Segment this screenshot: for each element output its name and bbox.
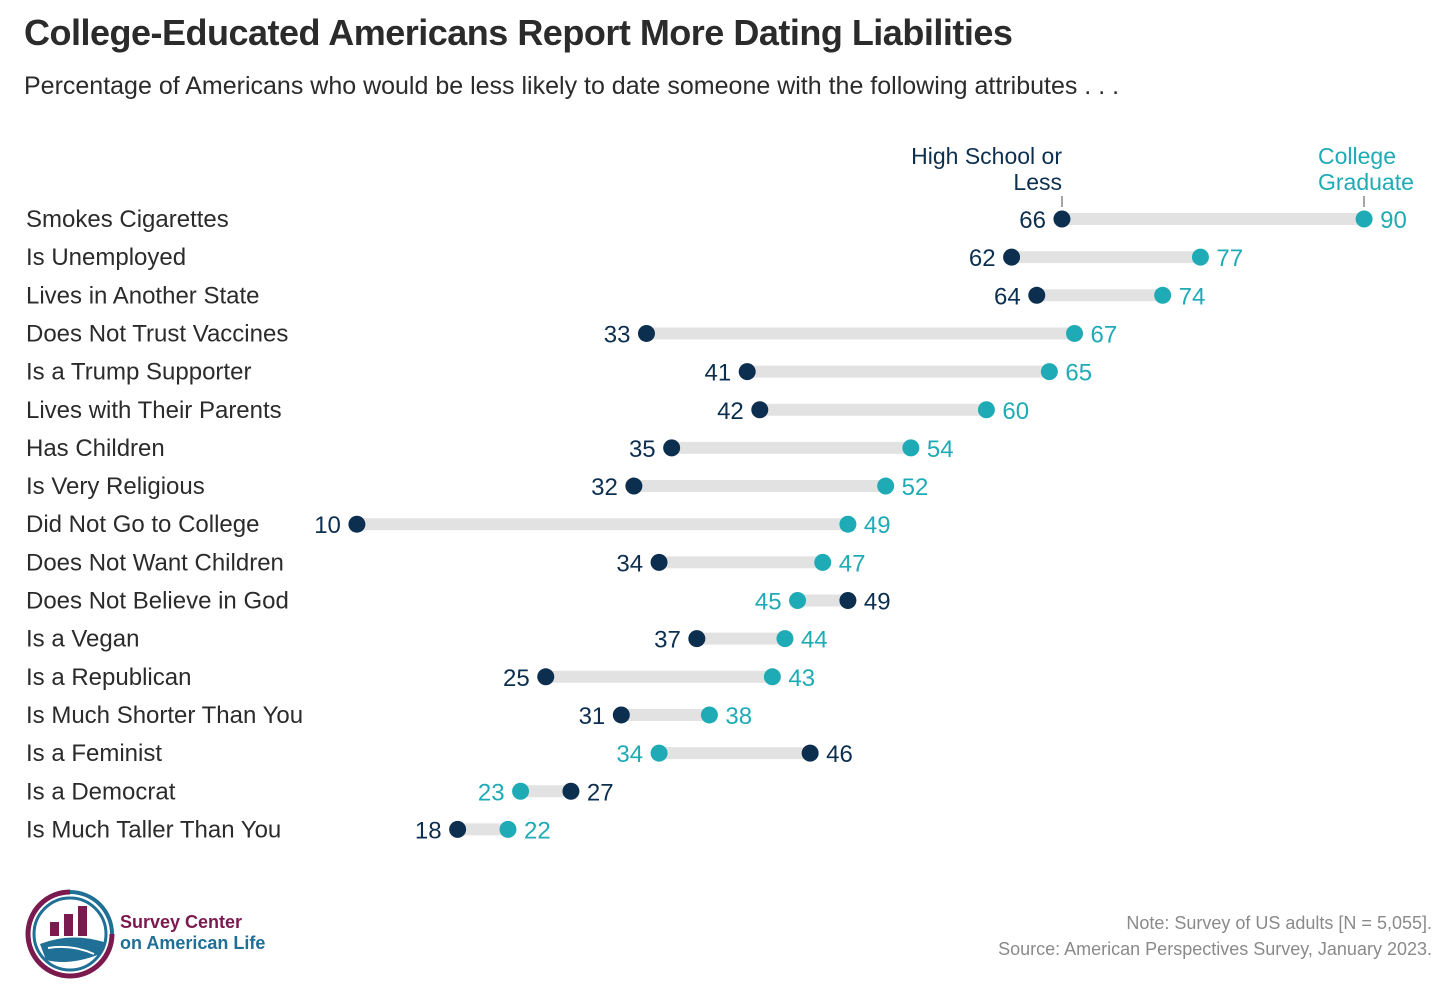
label-college: 77 — [1216, 245, 1243, 272]
category-label: Does Not Trust Vaccines — [26, 320, 288, 347]
category-label: Is Unemployed — [26, 244, 186, 271]
label-college: 45 — [755, 589, 782, 616]
label-high-school: 41 — [704, 360, 731, 387]
category-label: Is a Democrat — [26, 778, 176, 805]
label-college: 43 — [788, 665, 815, 692]
point-high-school — [688, 630, 706, 648]
point-high-school — [562, 782, 580, 800]
label-college: 54 — [927, 436, 954, 463]
point-high-school — [1028, 286, 1046, 304]
label-high-school: 49 — [864, 589, 891, 616]
point-college — [902, 439, 920, 457]
label-high-school: 62 — [969, 245, 996, 272]
point-college — [1191, 248, 1209, 266]
survey-center-logo-icon — [25, 889, 115, 979]
label-high-school: 33 — [604, 321, 631, 348]
label-high-school: 18 — [415, 817, 442, 844]
label-college: 67 — [1091, 321, 1118, 348]
point-college — [1066, 324, 1084, 342]
label-high-school: 46 — [826, 741, 853, 768]
point-high-school — [625, 477, 643, 495]
point-high-school — [612, 706, 630, 724]
label-college: 47 — [839, 550, 866, 577]
point-high-school — [348, 515, 366, 533]
label-high-school: 35 — [629, 436, 656, 463]
label-college: 60 — [1002, 398, 1029, 425]
point-high-school — [839, 592, 857, 609]
category-label: Lives in Another State — [26, 282, 259, 309]
category-label: Does Not Believe in God — [26, 588, 289, 615]
label-high-school: 66 — [1019, 207, 1046, 234]
point-college — [650, 744, 668, 762]
legend-high-school-line1: High School or — [911, 143, 1062, 169]
label-college: 74 — [1179, 283, 1206, 310]
point-college — [499, 820, 517, 838]
label-college: 34 — [616, 741, 643, 768]
label-college: 23 — [478, 779, 505, 806]
point-college — [1040, 363, 1058, 381]
point-high-school — [1053, 210, 1071, 228]
point-high-school — [663, 439, 681, 457]
point-college — [977, 401, 995, 419]
point-high-school — [738, 363, 756, 381]
chart-subtitle: Percentage of Americans who would be les… — [24, 72, 1120, 100]
point-high-school — [751, 401, 769, 419]
point-high-school — [637, 324, 655, 342]
logo-line-1: Survey Center — [120, 912, 243, 932]
point-college — [814, 553, 832, 571]
category-label: Does Not Want Children — [26, 549, 284, 576]
point-high-school — [449, 820, 467, 838]
note-text: Note: Survey of US adults [N = 5,055]. — [1126, 913, 1432, 933]
label-high-school: 34 — [616, 550, 643, 577]
point-college — [839, 515, 857, 533]
label-college: 65 — [1065, 360, 1092, 387]
label-college: 44 — [801, 627, 828, 654]
label-high-school: 10 — [314, 512, 341, 539]
point-high-school — [537, 668, 555, 686]
logo-text: Survey Center on American Life — [120, 912, 265, 954]
label-high-school: 27 — [587, 779, 614, 806]
category-label: Did Not Go to College — [26, 511, 259, 538]
point-high-school — [1003, 248, 1021, 266]
footer-notes: Note: Survey of US adults [N = 5,055]. S… — [998, 910, 1432, 962]
point-college — [1355, 210, 1373, 228]
category-label: Is a Feminist — [26, 740, 162, 767]
category-label: Is a Trump Supporter — [26, 359, 251, 386]
label-high-school: 64 — [994, 283, 1021, 310]
category-label: Has Children — [26, 435, 165, 462]
point-college — [789, 592, 807, 609]
chart-title: College-Educated Americans Report More D… — [24, 12, 1013, 53]
point-college — [763, 668, 781, 686]
label-college: 90 — [1380, 207, 1407, 234]
category-label: Is a Vegan — [26, 626, 139, 653]
category-label: Is Very Religious — [26, 473, 205, 500]
label-college: 38 — [725, 703, 752, 730]
category-label: Is Much Taller Than You — [26, 816, 281, 843]
label-high-school: 42 — [717, 398, 744, 425]
point-college — [700, 706, 718, 724]
point-high-school — [650, 553, 668, 571]
category-label: Smokes Cigarettes — [26, 206, 229, 233]
logo-line-2: on American Life — [120, 933, 266, 953]
source-text: Source: American Perspectives Survey, Ja… — [998, 939, 1432, 959]
legend-college-line1: College — [1318, 143, 1396, 169]
legend-college-line2: Graduate — [1318, 169, 1414, 195]
label-college: 52 — [902, 474, 929, 501]
label-college: 49 — [864, 512, 891, 539]
point-college — [1154, 286, 1172, 304]
category-label: Is a Republican — [26, 664, 191, 691]
category-label: Is Much Shorter Than You — [26, 702, 303, 729]
label-high-school: 37 — [654, 627, 681, 654]
category-label: Lives with Their Parents — [26, 397, 282, 424]
point-high-school — [801, 744, 819, 762]
label-high-school: 25 — [503, 665, 530, 692]
point-college — [512, 782, 530, 800]
legend-high-school-line2: Less — [1013, 169, 1062, 195]
label-college: 22 — [524, 817, 551, 844]
label-high-school: 31 — [579, 703, 606, 730]
point-college — [776, 630, 794, 648]
dumbbell-chart: Smokes Cigarettes 66 90 Is Unemployed 62 77 Li… — [26, 143, 1414, 844]
point-college — [877, 477, 895, 495]
label-high-school: 32 — [591, 474, 618, 501]
